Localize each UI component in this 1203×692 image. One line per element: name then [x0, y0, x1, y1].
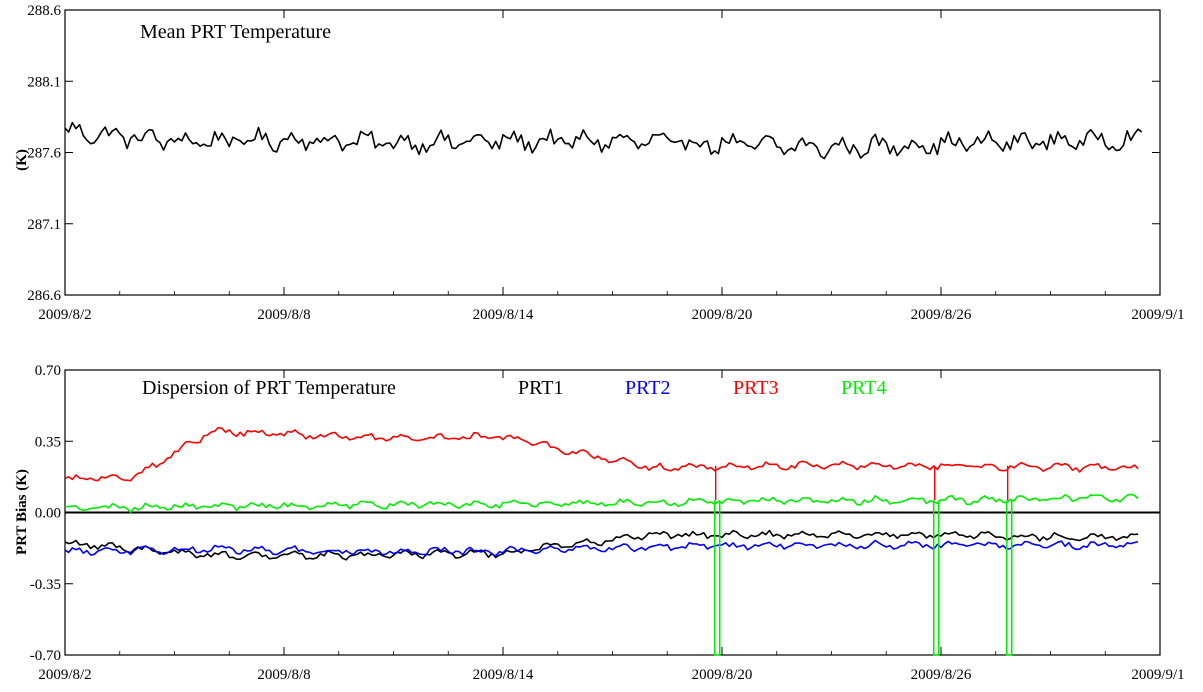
- x-tick-label: 2009/8/8: [257, 307, 310, 323]
- y-tick-label: 0.70: [35, 363, 61, 379]
- x-tick-label: 2009/9/1: [1131, 667, 1184, 683]
- mean-temperature-y-label: (K): [14, 149, 30, 171]
- y-tick-label: 286.6: [27, 288, 61, 304]
- y-tick-label: 287.1: [27, 217, 61, 233]
- series-line-prt3: [64, 426, 1139, 482]
- x-tick-label: 2009/8/14: [473, 667, 534, 683]
- mean-temperature-series: [64, 121, 1143, 160]
- series-line-mean: [64, 121, 1143, 160]
- x-tick-label: 2009/8/2: [38, 667, 91, 683]
- x-tick-label: 2009/8/26: [911, 307, 972, 323]
- y-tick-label: 0.35: [35, 434, 61, 450]
- x-tick-label: 2009/8/20: [692, 307, 753, 323]
- dispersion-y-ticks: 0.70 0.35 0.00 -0.35 -0.70: [30, 363, 1160, 664]
- x-tick-label: 2009/8/26: [911, 667, 972, 683]
- dispersion-panel: Dispersion of PRT Temperature PRT Bias (…: [14, 363, 1185, 683]
- prt4-dropout: [713, 500, 721, 656]
- x-tick-label: 2009/8/8: [257, 667, 310, 683]
- y-tick-label: 288.1: [27, 74, 61, 90]
- legend-prt1: PRT1: [518, 377, 563, 399]
- legend-prt2: PRT2: [625, 377, 670, 399]
- series-line-prt4: [64, 493, 1139, 513]
- dispersion-title: Dispersion of PRT Temperature: [142, 377, 396, 399]
- y-tick-label: 288.6: [27, 3, 61, 19]
- mean-temperature-x-ticks: 2009/8/2 2009/8/8 2009/8/14 2009/8/20 2009/8…: [38, 10, 1185, 323]
- x-tick-label: 2009/8/2: [38, 307, 91, 323]
- prt4-dropout: [932, 500, 940, 656]
- legend-prt4: PRT4: [841, 377, 886, 399]
- series-line-prt1: [64, 529, 1139, 561]
- mean-temperature-panel: Mean PRT Temperature (K) 288.6 288.1 287.6…: [14, 3, 1185, 323]
- y-tick-label: 0.00: [35, 506, 61, 522]
- y-tick-label: -0.70: [30, 648, 61, 664]
- dispersion-y-label: PRT Bias (K): [14, 469, 30, 555]
- x-tick-label: 2009/8/14: [473, 307, 534, 323]
- dispersion-series: [64, 426, 1139, 656]
- x-tick-label: 2009/9/1: [1131, 307, 1184, 323]
- mean-temperature-title: Mean PRT Temperature: [140, 21, 331, 43]
- prt4-dropout: [1005, 500, 1013, 656]
- y-tick-label: -0.35: [30, 577, 61, 593]
- series-line-prt2: [64, 539, 1139, 557]
- dispersion-x-ticks: 2009/8/2 2009/8/8 2009/8/14 2009/8/20 2009/8…: [38, 370, 1185, 683]
- dispersion-legend: PRT1 PRT2 PRT3 PRT4: [518, 377, 886, 399]
- x-tick-label: 2009/8/20: [692, 667, 753, 683]
- legend-prt3: PRT3: [733, 377, 778, 399]
- mean-temperature-y-ticks: 288.6 288.1 287.6 287.1 286.6: [27, 3, 1160, 304]
- mean-temperature-plot-frame: [64, 9, 1161, 296]
- y-tick-label: 287.6: [27, 146, 61, 162]
